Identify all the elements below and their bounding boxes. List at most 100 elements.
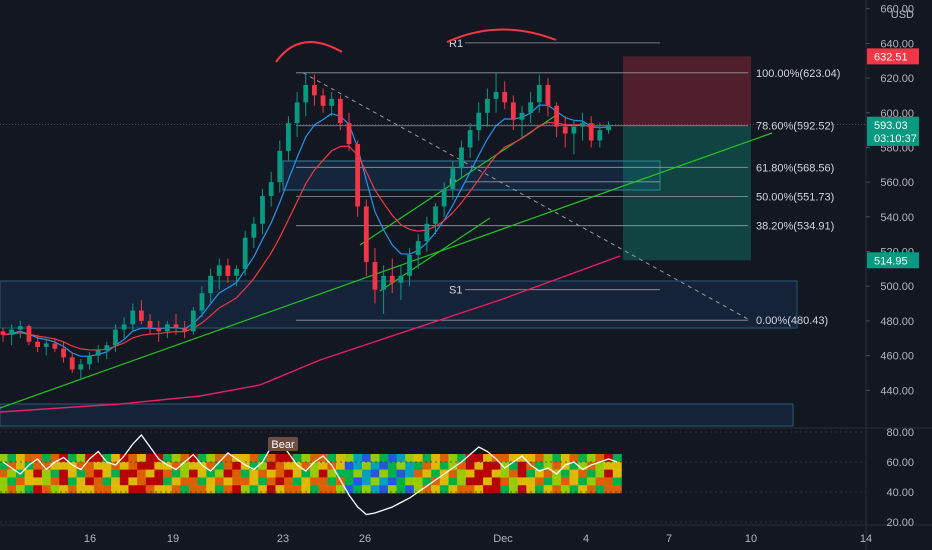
candle-body [415, 241, 421, 255]
candle-body [424, 223, 430, 242]
heatmap-cell [50, 454, 60, 463]
heatmap-cell [93, 469, 103, 478]
heatmap-cell [595, 485, 605, 494]
heatmap-cell [145, 469, 155, 478]
candle-body [562, 126, 568, 134]
x-tick-label: 7 [666, 533, 672, 545]
x-tick-label: 10 [745, 533, 757, 545]
heatmap-cell [379, 477, 389, 486]
heatmap-cell [483, 454, 493, 463]
heatmap-cell [413, 485, 423, 494]
heatmap-cell [517, 461, 527, 470]
x-tick-label: Dec [493, 533, 513, 545]
heatmap-cell [76, 461, 86, 470]
heatmap-cell [448, 477, 458, 486]
heatmap-cell [318, 454, 328, 463]
heatmap-cell [232, 469, 242, 478]
heatmap-cell [509, 461, 518, 470]
indicator-panel[interactable]: Bear [0, 431, 866, 523]
heatmap-cell [240, 461, 250, 470]
heatmap-cell [526, 477, 536, 486]
heatmap-cell [76, 477, 86, 486]
heatmap-cell [266, 485, 276, 494]
heatmap-cell [0, 477, 8, 486]
heatmap-cell [500, 477, 510, 486]
trendline-channel-lower [379, 217, 491, 292]
candle-body [346, 123, 352, 144]
candle-body [363, 206, 369, 262]
candle-body [78, 364, 84, 370]
heatmap-cell [500, 461, 510, 470]
heatmap-cell [491, 461, 501, 470]
heatmap-cell [301, 469, 311, 478]
heatmap-cell [310, 469, 320, 478]
heatmap-cell [214, 469, 224, 478]
heatmap-cell [249, 477, 259, 486]
heatmap-cell [526, 469, 536, 478]
candle-body [519, 112, 525, 120]
heatmap-cell [465, 454, 475, 463]
heatmap-cell [534, 477, 544, 486]
candle-body [337, 98, 343, 124]
heatmap-cell [33, 461, 43, 470]
heatmap-cell [336, 461, 345, 470]
candle-body [260, 196, 265, 224]
heatmap-cell [457, 469, 467, 478]
heatmap-cell [387, 485, 397, 494]
heatmap-cell [301, 485, 311, 494]
fib-level-label: 61.80%(568.56) [756, 162, 834, 174]
heatmap-cell [258, 469, 268, 478]
heatmap-cell [405, 469, 415, 478]
heatmap-cell [197, 477, 207, 486]
heatmap-cell [543, 477, 553, 486]
heatmap-cell [67, 461, 77, 470]
heatmap-cell [145, 485, 155, 494]
heatmap-cell [188, 469, 198, 478]
top-arc-left [275, 41, 343, 63]
heatmap-cell [387, 454, 397, 463]
heatmap-cell [154, 477, 164, 486]
heatmap-cell [59, 477, 69, 486]
candle-body [251, 223, 257, 238]
heatmap-cell [119, 485, 129, 494]
heatmap-cell [119, 469, 129, 478]
heatmap-cell [439, 454, 449, 463]
heatmap-cell [509, 469, 518, 478]
heatmap-cell [284, 461, 294, 470]
x-tick-label: 26 [359, 533, 371, 545]
candle-body [510, 102, 516, 120]
heatmap-cell [171, 485, 181, 494]
heatmap-cell [249, 454, 259, 463]
heatmap-cell [284, 469, 294, 478]
y-tick-label: 660.00 [880, 4, 914, 16]
heatmap-cell [119, 477, 129, 486]
heatmap-cell [612, 469, 622, 478]
heatmap-cell [586, 461, 596, 470]
heatmap-cell [275, 477, 285, 486]
heatmap-cell [24, 477, 34, 486]
heatmap-cell [405, 477, 415, 486]
position-tool[interactable] [623, 56, 751, 261]
take-profit-area[interactable] [623, 125, 751, 261]
heatmap-cell [448, 454, 458, 463]
heatmap-cell [258, 454, 268, 463]
heatmap-cell [517, 469, 527, 478]
y-tick-label: 560.00 [880, 177, 914, 189]
heatmap-cell [509, 477, 518, 486]
candle-body [113, 329, 118, 346]
heatmap-cell [67, 469, 77, 478]
stop-loss-area[interactable] [623, 56, 751, 126]
heatmap-cell [612, 485, 622, 494]
heatmap-cell [206, 454, 216, 463]
heatmap-cell [560, 477, 570, 486]
heatmap-cell [526, 454, 536, 463]
heatmap-cell [171, 469, 181, 478]
lower-zone [0, 403, 794, 427]
heatmap-cell [258, 461, 268, 470]
heatmap-cell [500, 485, 510, 494]
heatmap-cell [50, 485, 60, 494]
candle-body [441, 189, 447, 207]
heatmap-cell [128, 454, 138, 463]
heatmap-cell [137, 461, 147, 470]
